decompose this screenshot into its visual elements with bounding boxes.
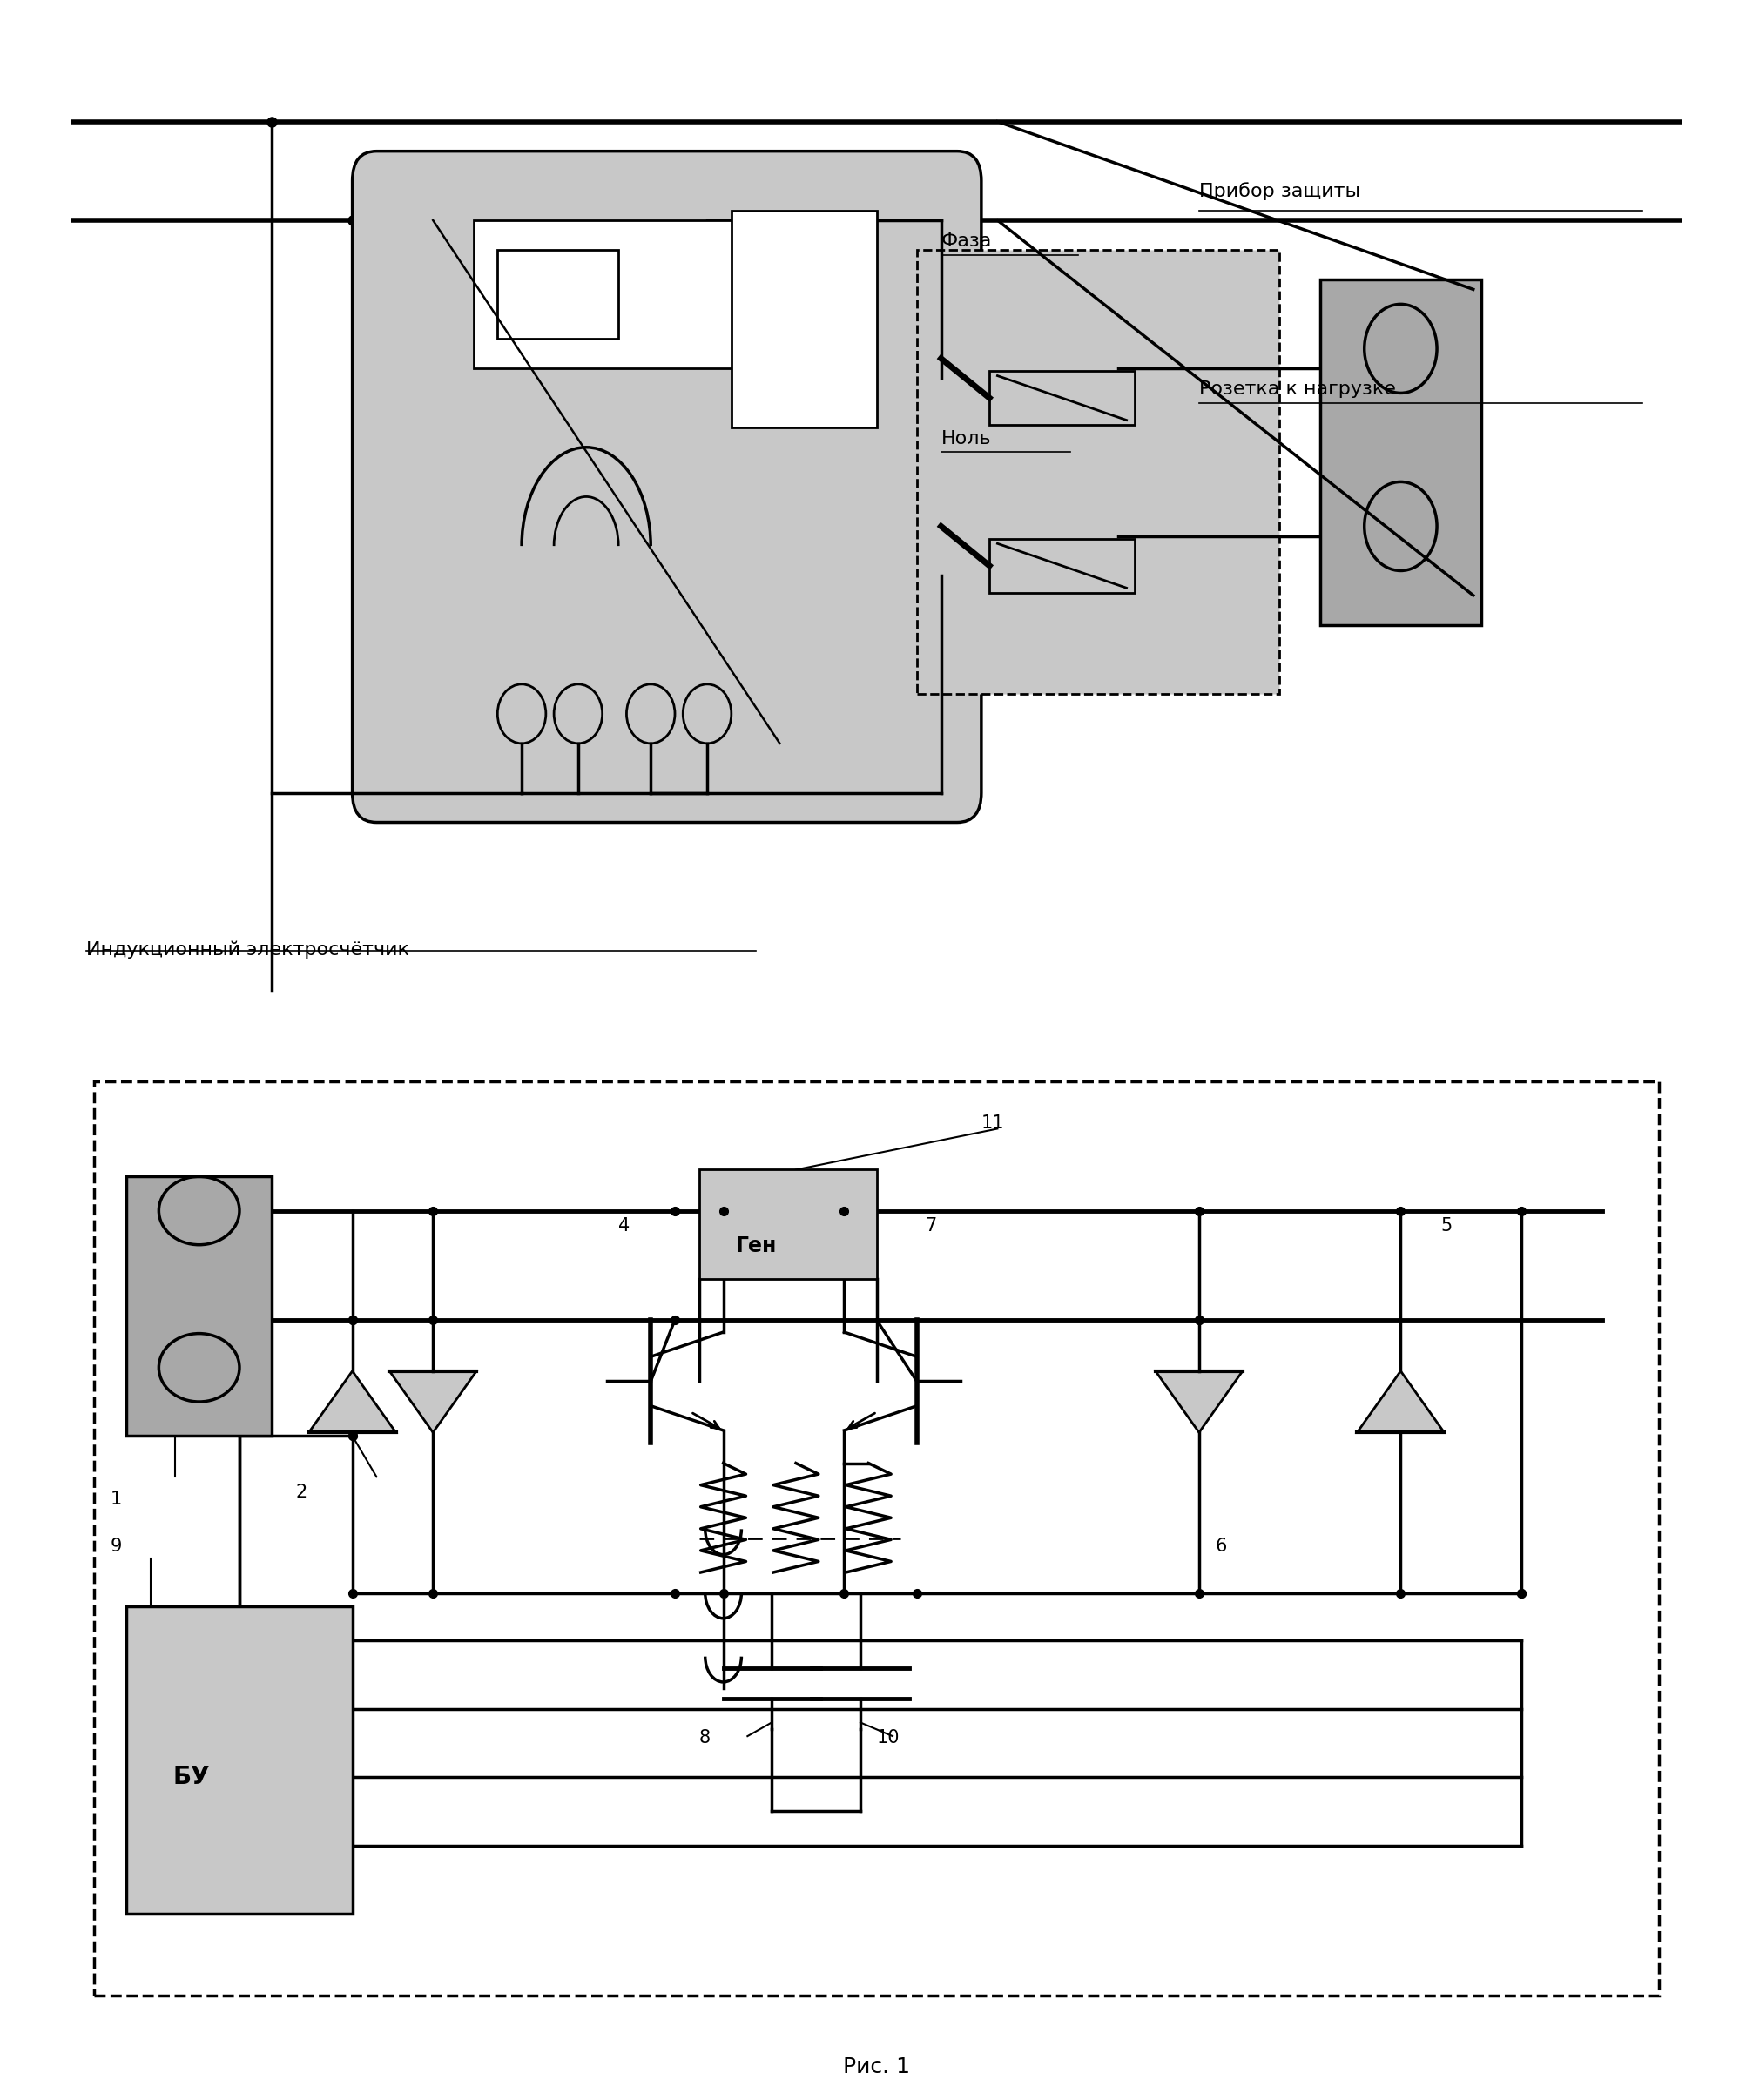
Bar xyxy=(989,538,1134,592)
Text: БУ: БУ xyxy=(172,1764,210,1789)
Text: 7: 7 xyxy=(926,1218,936,1235)
Text: Ноль: Ноль xyxy=(941,430,990,447)
Text: 2: 2 xyxy=(296,1483,307,1502)
Text: 11: 11 xyxy=(982,1115,1004,1132)
Polygon shape xyxy=(309,1371,396,1432)
Bar xyxy=(699,1170,876,1279)
Bar xyxy=(989,372,1134,424)
Bar xyxy=(126,1607,352,1913)
Bar xyxy=(126,1176,272,1436)
Text: Розетка к нагрузке: Розетка к нагрузке xyxy=(1199,380,1395,399)
Bar xyxy=(731,210,876,428)
Polygon shape xyxy=(1155,1371,1243,1432)
Bar xyxy=(1320,279,1481,626)
Text: Прибор защиты: Прибор защиты xyxy=(1199,183,1360,202)
Text: 1: 1 xyxy=(110,1491,123,1508)
Text: 8: 8 xyxy=(699,1728,710,1747)
Text: 5: 5 xyxy=(1441,1218,1453,1235)
Text: Фаза: Фаза xyxy=(941,233,992,250)
Polygon shape xyxy=(389,1371,477,1432)
Text: Ген: Ген xyxy=(736,1235,777,1256)
Text: Индукционный электросчётчик: Индукционный электросчётчик xyxy=(86,941,408,958)
Polygon shape xyxy=(1357,1371,1444,1432)
Text: 4: 4 xyxy=(619,1218,629,1235)
Text: 6: 6 xyxy=(1215,1537,1227,1556)
Text: 9: 9 xyxy=(110,1537,123,1556)
Bar xyxy=(473,220,756,368)
Bar xyxy=(917,250,1280,693)
Bar xyxy=(498,250,619,338)
FancyBboxPatch shape xyxy=(352,151,982,823)
Text: 10: 10 xyxy=(876,1728,899,1747)
Text: Рис. 1: Рис. 1 xyxy=(843,2056,910,2077)
